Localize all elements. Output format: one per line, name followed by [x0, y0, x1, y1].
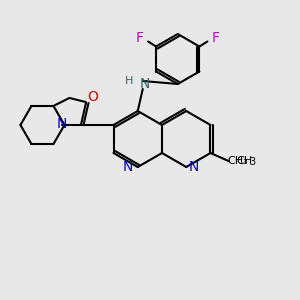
Text: N: N — [140, 77, 150, 91]
Text: N: N — [56, 117, 67, 131]
Text: N: N — [122, 160, 133, 174]
Text: F: F — [212, 32, 219, 46]
Text: 3: 3 — [250, 157, 256, 167]
Text: CH: CH — [236, 156, 253, 166]
Text: CH₃: CH₃ — [227, 156, 248, 166]
Text: H: H — [124, 76, 133, 86]
Text: O: O — [87, 90, 98, 104]
Text: N: N — [188, 160, 199, 174]
Text: F: F — [136, 32, 144, 46]
